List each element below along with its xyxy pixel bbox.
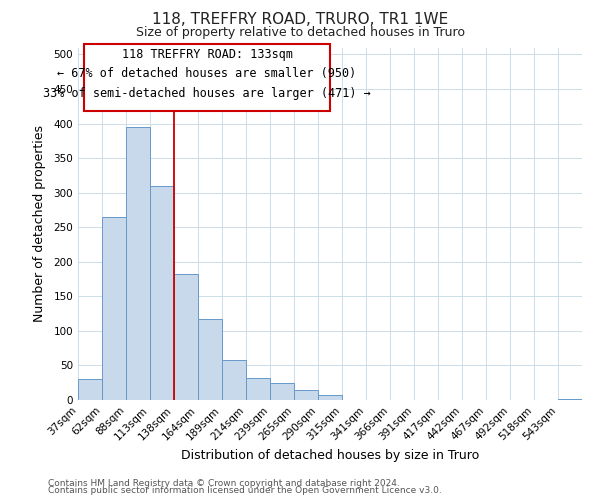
Bar <box>318 395 342 400</box>
Bar <box>174 274 198 400</box>
Bar <box>150 186 174 400</box>
Text: Contains public sector information licensed under the Open Government Licence v3: Contains public sector information licen… <box>48 486 442 495</box>
Bar <box>126 127 150 400</box>
Bar <box>78 380 102 400</box>
Text: 118, TREFFRY ROAD, TRURO, TR1 1WE: 118, TREFFRY ROAD, TRURO, TR1 1WE <box>152 12 448 28</box>
FancyBboxPatch shape <box>84 44 330 111</box>
Text: ← 67% of detached houses are smaller (950): ← 67% of detached houses are smaller (95… <box>58 68 356 80</box>
Bar <box>246 378 270 400</box>
Bar <box>198 319 222 400</box>
X-axis label: Distribution of detached houses by size in Truro: Distribution of detached houses by size … <box>181 448 479 462</box>
Bar <box>294 390 318 400</box>
Text: Contains HM Land Registry data © Crown copyright and database right 2024.: Contains HM Land Registry data © Crown c… <box>48 478 400 488</box>
Text: 118 TREFFRY ROAD: 133sqm: 118 TREFFRY ROAD: 133sqm <box>121 48 293 61</box>
Text: 33% of semi-detached houses are larger (471) →: 33% of semi-detached houses are larger (… <box>43 86 371 100</box>
Text: Size of property relative to detached houses in Truro: Size of property relative to detached ho… <box>136 26 464 39</box>
Bar <box>270 382 294 400</box>
Y-axis label: Number of detached properties: Number of detached properties <box>34 125 46 322</box>
Bar <box>102 217 126 400</box>
Bar <box>558 398 582 400</box>
Bar <box>222 360 246 400</box>
